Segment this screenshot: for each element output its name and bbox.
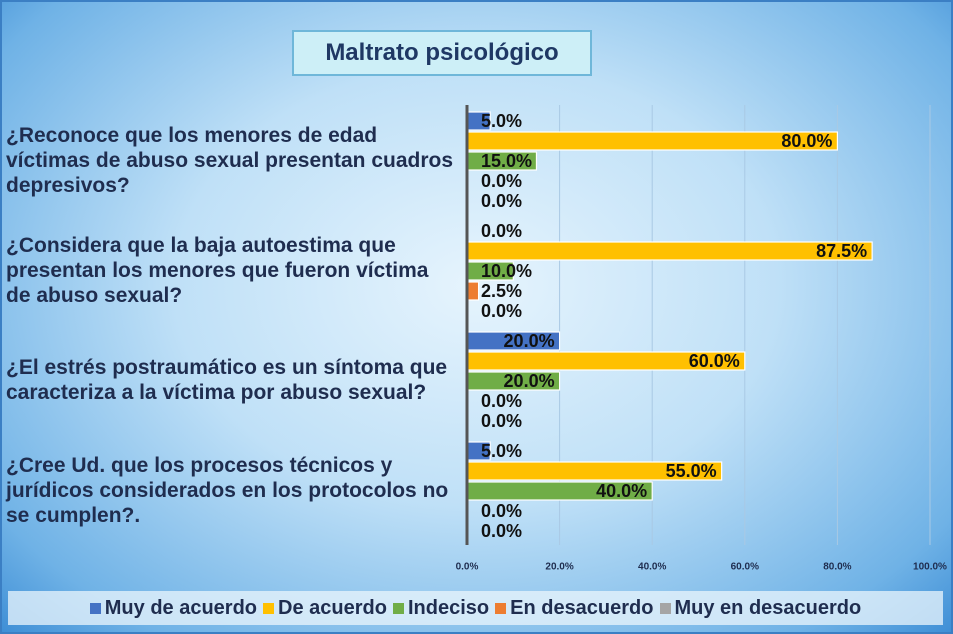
data-label: 40.0% — [596, 481, 647, 501]
data-label: 87.5% — [816, 241, 867, 261]
x-tick-label: 60.0% — [731, 562, 759, 573]
data-label: 20.0% — [504, 331, 555, 351]
chart-title: Maltrato psicológico — [292, 30, 592, 76]
legend-item: Muy de acuerdo — [89, 596, 258, 620]
bar — [466, 241, 873, 261]
data-label: 0.0% — [481, 521, 522, 541]
data-label: 2.5% — [481, 281, 522, 301]
data-label: 15.0% — [481, 151, 532, 171]
legend-label: Muy en desacuerdo — [674, 596, 862, 619]
legend-swatch — [495, 602, 507, 614]
x-tick-label: 100.0% — [913, 562, 947, 573]
legend-item: Muy en desacuerdo — [659, 596, 862, 620]
legend-label: De acuerdo — [278, 596, 387, 619]
x-tick-label: 40.0% — [638, 562, 666, 573]
category-text: ¿Reconoce que los menores de edad víctim… — [6, 123, 454, 197]
legend-label: En desacuerdo — [510, 596, 654, 619]
category-text: ¿Considera que la baja autoestima que pr… — [6, 233, 429, 307]
category-text: ¿El estrés postraumático es un síntoma q… — [6, 356, 448, 404]
category-text: ¿Cree Ud. que los procesos técnicos y ju… — [6, 453, 449, 527]
data-label: 5.0% — [481, 111, 522, 131]
legend-swatch — [89, 602, 101, 614]
legend-item: De acuerdo — [263, 597, 387, 620]
data-label: 0.0% — [481, 391, 522, 411]
category-label: ¿Cree Ud. que los procesos técnicos y ju… — [6, 440, 458, 540]
data-label: 0.0% — [481, 171, 522, 191]
data-label: 0.0% — [481, 301, 522, 321]
data-label: 60.0% — [689, 351, 740, 371]
legend-swatch — [659, 602, 671, 614]
data-label: 10.0% — [481, 261, 532, 281]
x-tick-label: 80.0% — [823, 562, 851, 573]
legend-swatch — [263, 602, 275, 614]
data-label: 0.0% — [481, 411, 522, 431]
data-label: 0.0% — [481, 191, 522, 211]
data-label: 0.0% — [481, 221, 522, 241]
data-label: 20.0% — [504, 371, 555, 391]
data-label: 80.0% — [781, 131, 832, 151]
legend-swatch — [392, 602, 404, 614]
category-label: ¿Considera que la baja autoestima que pr… — [6, 220, 458, 320]
category-label: ¿El estrés postraumático es un síntoma q… — [6, 330, 458, 430]
legend: Muy de acuerdo De acuerdo Indeciso En desac… — [8, 591, 943, 625]
x-tick-label: 20.0% — [545, 562, 573, 573]
legend-label: Muy de acuerdo — [104, 596, 258, 619]
category-label: ¿Reconoce que los menores de edad víctim… — [6, 110, 458, 210]
legend-label: Indeciso — [407, 596, 490, 619]
legend-item: En desacuerdo — [495, 596, 654, 620]
data-label: 5.0% — [481, 441, 522, 461]
data-label: 0.0% — [481, 501, 522, 521]
x-tick-label: 0.0% — [456, 562, 479, 573]
bar — [466, 281, 480, 301]
legend-item: Indeciso — [392, 596, 490, 620]
data-label: 55.0% — [666, 461, 717, 481]
